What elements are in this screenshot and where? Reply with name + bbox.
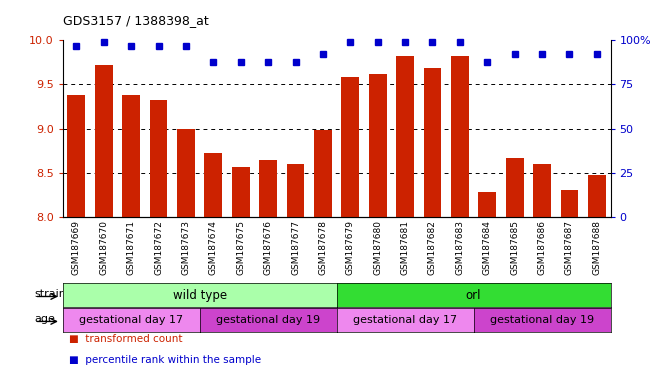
- Bar: [506, 158, 523, 217]
- Bar: [286, 164, 304, 217]
- Bar: [588, 175, 606, 217]
- Bar: [533, 164, 551, 217]
- Bar: [314, 131, 332, 217]
- Bar: [205, 153, 222, 217]
- Bar: [259, 160, 277, 217]
- Text: age: age: [34, 314, 55, 324]
- Text: ■  percentile rank within the sample: ■ percentile rank within the sample: [69, 355, 261, 365]
- Bar: [396, 56, 414, 217]
- Bar: [369, 74, 387, 217]
- Text: GDS3157 / 1388398_at: GDS3157 / 1388398_at: [63, 14, 209, 27]
- Bar: [424, 68, 442, 217]
- Text: gestational day 19: gestational day 19: [216, 315, 320, 325]
- Text: wild type: wild type: [172, 289, 227, 302]
- Text: strain: strain: [34, 289, 67, 299]
- Text: orl: orl: [466, 289, 481, 302]
- Bar: [95, 65, 113, 217]
- Text: ■  transformed count: ■ transformed count: [69, 334, 183, 344]
- Bar: [560, 190, 578, 217]
- Bar: [150, 100, 168, 217]
- Bar: [177, 129, 195, 217]
- Bar: [67, 95, 85, 217]
- Bar: [451, 56, 469, 217]
- Text: gestational day 19: gestational day 19: [490, 315, 594, 325]
- Text: gestational day 17: gestational day 17: [353, 315, 457, 325]
- Bar: [122, 95, 140, 217]
- Text: gestational day 17: gestational day 17: [79, 315, 183, 325]
- Bar: [478, 192, 496, 217]
- Bar: [232, 167, 249, 217]
- Bar: [341, 76, 359, 217]
